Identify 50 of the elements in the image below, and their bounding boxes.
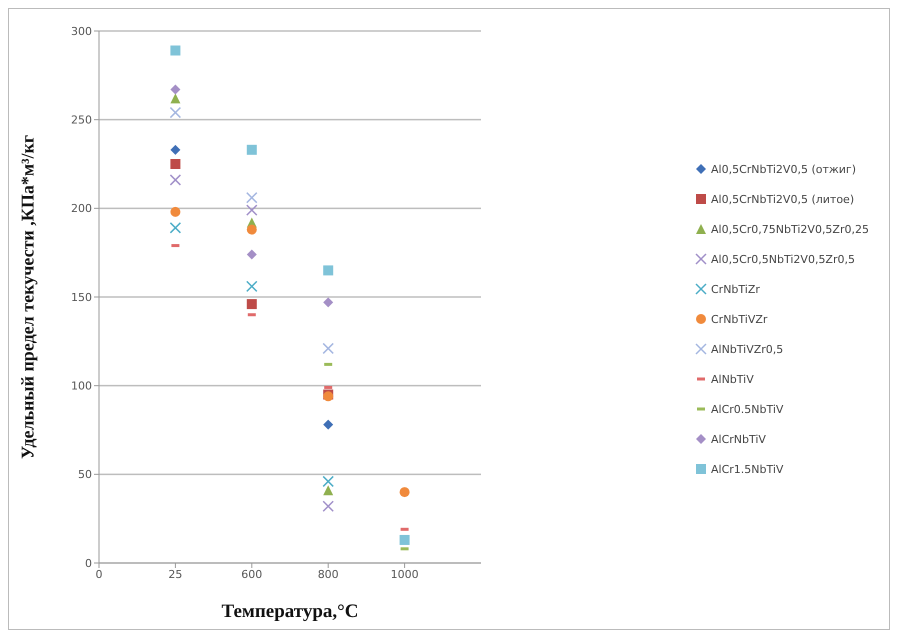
y-tick-label: 0	[85, 556, 92, 570]
point	[323, 265, 334, 276]
legend-label: CrNbTiVZr	[711, 312, 768, 326]
point	[170, 222, 182, 234]
legend-label: Al0,5CrNbTi2V0,5 (отжиг)	[711, 162, 856, 176]
point	[246, 299, 257, 310]
legend-label: Al0,5CrNbTi2V0,5 (литое)	[711, 192, 854, 206]
point	[170, 174, 182, 186]
legend-label: CrNbTiZr	[711, 282, 760, 296]
point	[246, 204, 258, 216]
point	[170, 106, 182, 118]
point	[170, 206, 180, 217]
legend-label: AlNbTiV	[711, 372, 754, 386]
x-tick-label: 600	[241, 568, 262, 581]
point	[323, 485, 334, 496]
point	[323, 297, 334, 308]
point	[246, 224, 257, 235]
legend-label: AlCr0.5NbTiV	[711, 402, 784, 416]
point	[322, 500, 334, 512]
point	[170, 93, 180, 104]
legend-label: Al0,5Cr0,5NbTi2V0,5Zr0,5	[711, 252, 855, 266]
x-axis-title: Температура,°C	[222, 601, 358, 622]
x-tick-label: 0	[96, 568, 102, 581]
legend-label: AlCrNbTiV	[711, 432, 766, 446]
y-tick-label: 50	[78, 468, 92, 482]
point	[400, 487, 410, 498]
y-tick-label: 300	[71, 24, 92, 38]
point	[170, 46, 180, 56]
legend-label: AlCr1.5NbTiV	[711, 462, 784, 476]
point	[322, 476, 334, 488]
x-tick-label: 1000	[390, 568, 419, 581]
x-tick-label: 25	[168, 568, 182, 581]
point	[322, 342, 334, 354]
point	[246, 192, 258, 204]
point	[170, 159, 180, 169]
y-tick-label: 100	[71, 380, 92, 393]
point	[170, 144, 180, 155]
legend-label: Al0,5Cr0,75NbTi2V0,5Zr0,25	[711, 222, 869, 236]
point	[246, 144, 257, 155]
x-tick-label: 800	[318, 568, 339, 581]
y-tick-label: 150	[71, 290, 92, 304]
point	[400, 534, 410, 545]
legend-label: AlNbTiVZr0,5	[711, 342, 784, 356]
point	[170, 84, 180, 95]
y-axis-title: Удельный предел текучести ,КПа*м³/кг	[17, 134, 38, 460]
y-tick-label: 200	[71, 202, 92, 216]
point	[323, 420, 334, 430]
y-tick-label: 250	[71, 114, 92, 127]
point	[246, 249, 257, 260]
point	[246, 280, 258, 292]
